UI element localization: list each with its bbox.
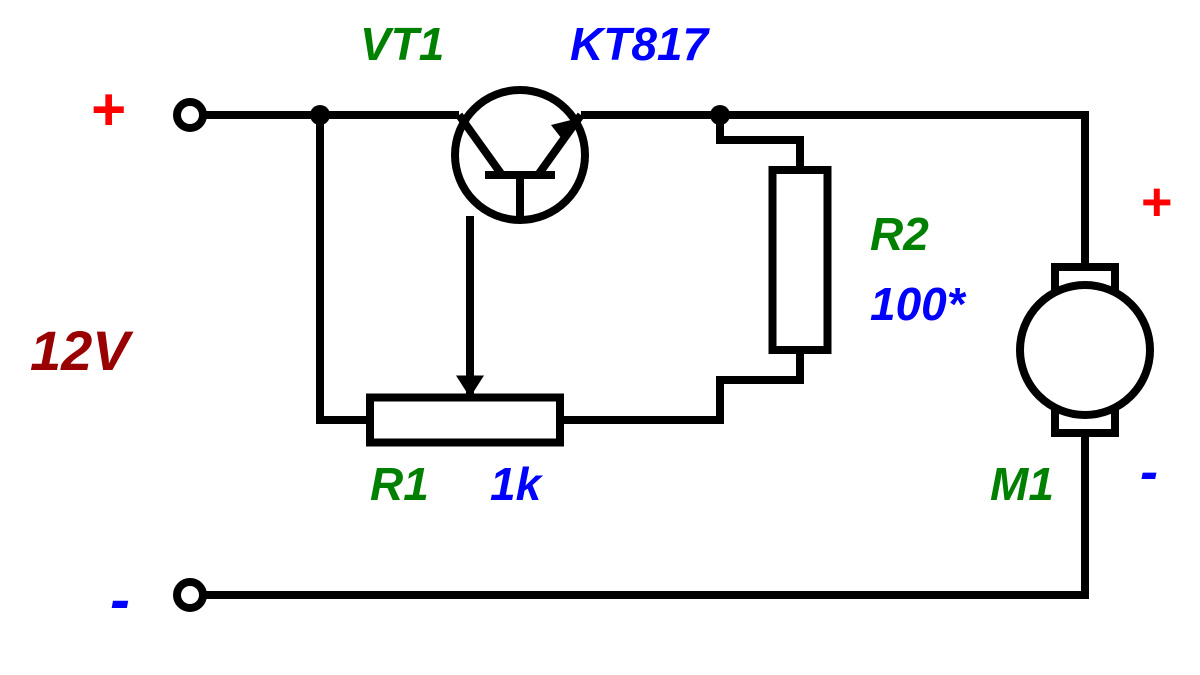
wire-r2-top-stub — [720, 140, 800, 170]
label-r2_value: 100* — [870, 278, 967, 330]
label-minus_in: - — [110, 566, 130, 633]
motor-m1-icon — [1020, 285, 1150, 415]
wire-node1-to-pot — [320, 115, 370, 420]
label-r1_value: 1k — [490, 458, 544, 510]
label-m1_plus: + — [1140, 172, 1172, 232]
label-m1_minus: - — [1140, 442, 1158, 502]
wire-top-right — [585, 115, 1085, 265]
label-supply: 12V — [30, 319, 134, 382]
wire-pot-to-r2 — [560, 380, 800, 420]
label-plus_in: + — [90, 76, 125, 143]
label-r1_name: R1 — [370, 458, 429, 510]
terminal-minus-icon — [177, 582, 203, 608]
resistor-r2-icon — [773, 170, 828, 350]
wire-bottom-rail — [190, 435, 1085, 595]
label-vt1_name: VT1 — [360, 18, 444, 70]
potentiometer-r1-icon — [370, 398, 560, 443]
node-1 — [310, 105, 330, 125]
label-m1_name: M1 — [990, 458, 1054, 510]
label-vt1_value: KT817 — [570, 18, 710, 70]
circuit-schematic: 12V + - VT1 KT817 R1 1k R2 100* M1 + - — [0, 0, 1200, 675]
terminal-plus-icon — [177, 102, 203, 128]
node-2 — [710, 105, 730, 125]
label-r2_name: R2 — [870, 208, 929, 260]
